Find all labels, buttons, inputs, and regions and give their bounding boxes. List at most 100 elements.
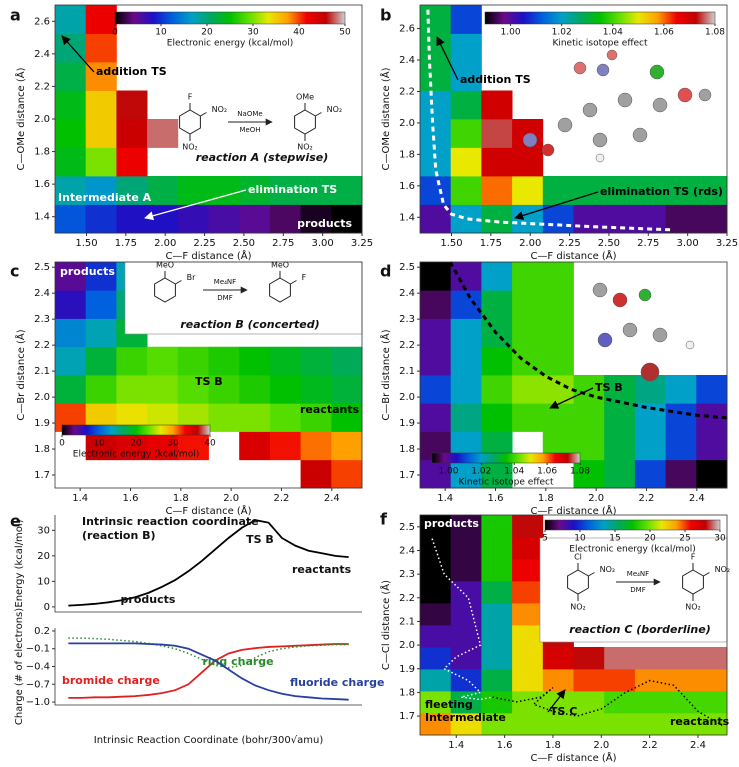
x-axis-title: C—F distance (Å): [165, 249, 251, 262]
annotation: fleeting: [425, 698, 473, 711]
x-tick-label: 1.8: [538, 493, 554, 504]
heatmap-cell: [665, 431, 697, 461]
x-tick-label: 2.2: [642, 740, 658, 751]
heatmap-cell: [420, 346, 452, 376]
heatmap-cell: [300, 403, 332, 432]
heatmap-cell: [604, 431, 636, 461]
heatmap-cell: [85, 62, 117, 91]
heatmap-cell: [177, 204, 209, 234]
heatmap-cell: [450, 33, 482, 63]
y-tick-label: 2.2: [399, 593, 415, 604]
y-tick-label: 1.7: [399, 711, 415, 722]
y-tick-label: 2.0: [34, 392, 50, 403]
colorbar-tick-label: 20: [201, 28, 213, 38]
heatmap-cell: [116, 119, 148, 148]
heatmap-cell: [450, 559, 482, 582]
colorbar-title: Kinetic isotope effect: [458, 478, 554, 488]
heatmap-cell: [604, 459, 636, 489]
heatmap-cell: [481, 147, 513, 177]
annotation: TS B: [195, 375, 223, 388]
y-tick-label: 2.4: [399, 288, 415, 299]
colorbar-tick-label: 1.08: [705, 28, 725, 38]
y-tick-label: 2.4: [399, 55, 415, 66]
x-tick-label: 3.25: [351, 238, 373, 249]
bond: [200, 112, 207, 117]
heatmap-cell: [55, 290, 87, 319]
annotation: TS C: [550, 705, 577, 718]
heatmap-cell: [331, 431, 363, 461]
atom: [592, 282, 608, 298]
heatmap-cell: [420, 559, 452, 582]
reaction-title: reaction C (borderline): [569, 623, 710, 636]
series-line: [68, 643, 349, 699]
x-tick-label: 1.75: [480, 238, 502, 249]
substituent: OMe: [296, 93, 314, 102]
heatmap-cell: [116, 431, 148, 461]
heatmap-cell: [634, 647, 666, 670]
heatmap-cell: [696, 459, 728, 489]
heatmap-cell: [481, 403, 513, 432]
heatmap-cell: [85, 147, 117, 177]
colorbar-tick-label: 1.08: [570, 467, 590, 477]
atom: [597, 332, 613, 348]
heatmap-cell: [634, 691, 666, 714]
heatmap-cell: [55, 119, 87, 148]
heatmap-cell: [300, 431, 332, 461]
y-tick-label: 2.1: [399, 616, 415, 627]
colorbar-tick-label: 20: [644, 534, 656, 544]
heatmap-cell: [542, 713, 574, 736]
x-axis-title: C—F distance (Å): [530, 504, 616, 517]
panel-letter: c: [10, 262, 19, 281]
y-tick-label: 1.8: [34, 444, 50, 455]
reaction-title: reaction A (stepwise): [196, 151, 329, 164]
annotation: addition TS: [460, 73, 531, 86]
heatmap-cell: [481, 647, 513, 670]
x-axis-title: C—F distance (Å): [165, 504, 251, 517]
substituent: F: [691, 553, 696, 562]
y-tick-label: 2.4: [34, 49, 50, 60]
heatmap-cell: [208, 346, 240, 376]
y-tick-label: 1.4: [399, 212, 415, 223]
substituent: F: [302, 273, 307, 282]
heatmap-cell: [573, 691, 605, 714]
heatmap-cell: [573, 459, 605, 489]
bond: [175, 280, 182, 285]
x-tick-label: 1.75: [115, 238, 137, 249]
x-tick-label: 1.8: [173, 493, 189, 504]
annotation: Intermediate A: [58, 191, 152, 204]
heatmap-cell: [420, 318, 452, 348]
heatmap-cell: [665, 647, 697, 670]
heatmap-cell: [604, 176, 636, 205]
axis-spine: [54, 515, 362, 613]
heatmap-cell: [542, 318, 574, 348]
annotation: products: [297, 217, 352, 230]
chart-title: Intrinsic reaction coordinate: [82, 515, 259, 528]
substituent: NO₂: [685, 603, 701, 612]
annotation-arrow: [549, 387, 594, 409]
x-tick-label: 1.4: [437, 493, 453, 504]
heatmap-cell: [331, 176, 363, 205]
x-tick-label: 2.25: [193, 238, 215, 249]
heatmap-cell: [55, 176, 87, 205]
heatmap-cell: [512, 147, 544, 177]
heatmap-cell: [604, 669, 636, 692]
heatmap-cell: [420, 33, 452, 63]
y-tick-label: 1.9: [399, 418, 415, 429]
y-axis-title: Charge (# of electrons): [14, 608, 25, 725]
atom: [592, 132, 608, 148]
annotation: elimination TS: [248, 183, 337, 196]
heatmap-cell: [665, 375, 697, 404]
heatmap-cell: [512, 581, 544, 604]
heatmap-cell: [85, 90, 117, 120]
atom: [557, 117, 573, 133]
x-tick-label: 2.75: [637, 238, 659, 249]
x-tick-label: 2.75: [272, 238, 294, 249]
atom: [595, 153, 605, 163]
atom: [638, 288, 652, 302]
heatmap-cell: [512, 625, 544, 648]
heatmap-cell: [665, 204, 697, 234]
x-tick-label: 1.8: [545, 740, 561, 751]
colorbar-tick-label: 1.04: [603, 28, 623, 38]
y-tick-label: 2.3: [399, 569, 415, 580]
x-tick-label: 2.2: [274, 493, 290, 504]
